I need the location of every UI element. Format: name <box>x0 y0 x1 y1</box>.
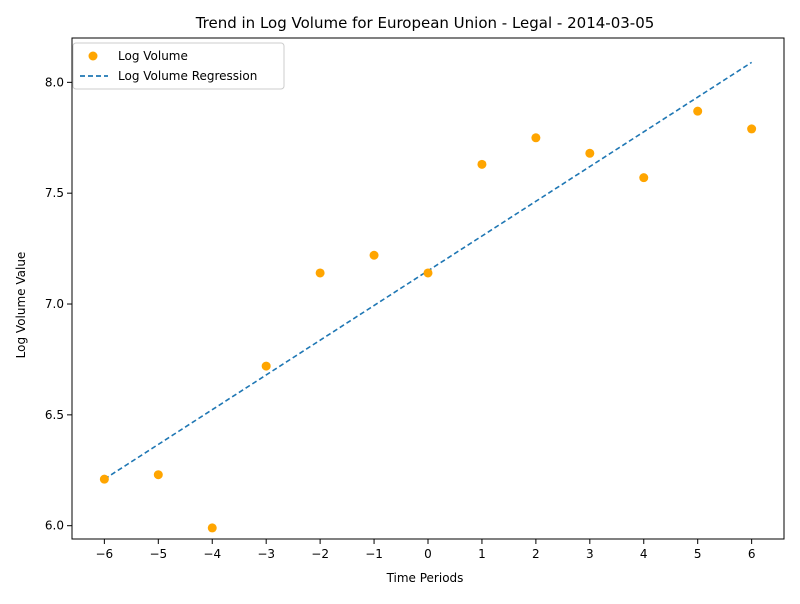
x-tick-label: −2 <box>311 547 329 561</box>
x-tick-label: −5 <box>149 547 167 561</box>
x-tick-label: 3 <box>586 547 594 561</box>
y-tick-label: 8.0 <box>45 75 64 89</box>
x-tick-label: −1 <box>365 547 383 561</box>
x-tick-label: 4 <box>640 547 648 561</box>
data-point <box>747 124 757 134</box>
x-axis-label: Time Periods <box>386 571 464 585</box>
data-point <box>261 361 271 371</box>
x-tick-label: −3 <box>257 547 275 561</box>
y-axis: 6.0 6.5 7.0 7.5 8.0 <box>45 75 72 533</box>
y-tick-label: 6.0 <box>45 519 64 533</box>
x-axis: −6 −5 −4 −3 −2 −1 0 1 2 3 4 5 6 <box>96 539 756 561</box>
data-point <box>369 250 379 260</box>
legend-label-log-volume: Log Volume <box>118 49 188 63</box>
x-tick-label: 1 <box>478 547 486 561</box>
plot-frame <box>71 37 785 540</box>
data-point <box>639 173 649 183</box>
data-point <box>477 159 487 169</box>
data-point <box>423 268 433 278</box>
x-tick-label: 2 <box>532 547 540 561</box>
x-tick-label: −4 <box>203 547 221 561</box>
data-point <box>315 268 325 278</box>
y-tick-label: 6.5 <box>45 408 64 422</box>
legend-marker-log-volume <box>88 51 98 61</box>
data-point <box>693 106 703 116</box>
legend-box <box>72 42 285 90</box>
plot-area <box>71 37 785 540</box>
data-point <box>99 474 109 484</box>
x-tick-label: −6 <box>96 547 114 561</box>
x-tick-label: 6 <box>748 547 756 561</box>
data-point <box>585 148 595 158</box>
data-point <box>531 133 541 143</box>
x-tick-label: 0 <box>424 547 432 561</box>
legend-label-regression: Log Volume Regression <box>118 69 257 83</box>
y-axis-label: Log Volume Value <box>14 252 28 359</box>
legend: Log Volume Log Volume Regression <box>72 42 285 90</box>
y-tick-label: 7.0 <box>45 297 64 311</box>
x-tick-label: 5 <box>694 547 702 561</box>
chart-title: Trend in Log Volume for European Union -… <box>195 14 655 32</box>
data-point <box>153 470 163 480</box>
data-point <box>207 523 217 533</box>
y-tick-label: 7.5 <box>45 186 64 200</box>
